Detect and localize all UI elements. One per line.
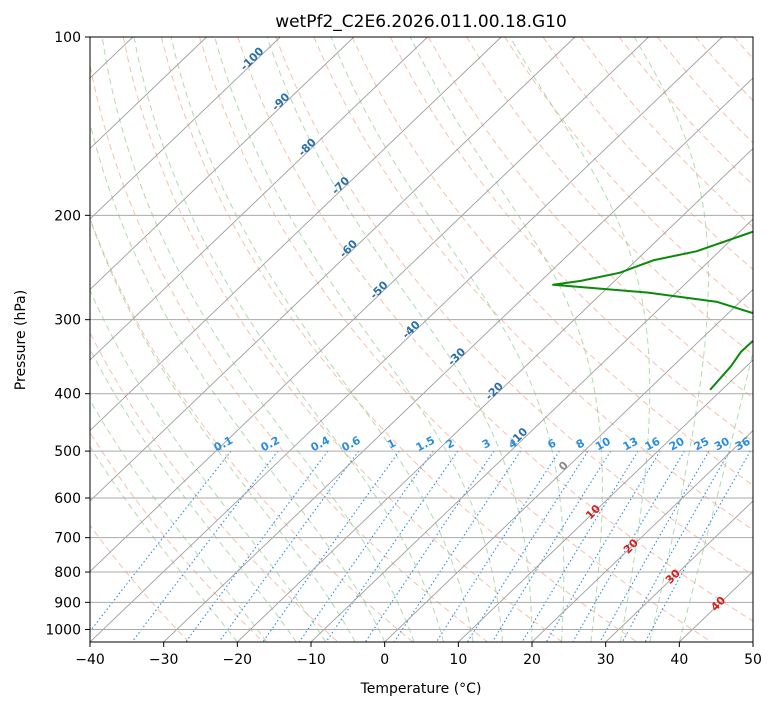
isotherm-line — [605, 500, 753, 642]
moist-adiabat-line — [90, 348, 297, 642]
dry-adiabat-line — [90, 331, 339, 642]
mixing-ratio-label: 13 — [621, 435, 641, 454]
dry-adiabat-line — [199, 37, 712, 642]
moist-adiabat-line — [509, 37, 651, 642]
mixing-ratio-line — [298, 450, 434, 642]
moist-adiabat-line — [101, 37, 415, 642]
x-tick-label: 20 — [523, 652, 541, 668]
moist-adiabat-line — [633, 37, 709, 642]
y-tick-label: 700 — [54, 531, 81, 547]
mixing-ratio-line — [599, 450, 710, 642]
isotherm-line — [90, 37, 649, 573]
isotherm-line — [531, 429, 753, 642]
x-tick-label: −40 — [75, 652, 105, 668]
x-axis: −40 −30 −20 −10 0 10 20 30 40 50 — [75, 642, 762, 668]
y-tick-label: 600 — [54, 491, 81, 507]
y-tick-label: 400 — [54, 387, 81, 403]
x-tick-label: −10 — [296, 652, 326, 668]
plot-frame — [89, 36, 754, 643]
moist-adiabat-line — [214, 37, 503, 642]
isotherm-line — [90, 37, 576, 502]
dry-adiabat-line — [160, 37, 638, 642]
isotherm-line — [90, 37, 502, 432]
moist-adiabat-line — [90, 289, 327, 642]
isotherm-line — [90, 37, 207, 150]
x-tick-label: 30 — [597, 652, 615, 668]
x-tick-label: 10 — [449, 652, 467, 668]
background-reference-lines — [90, 37, 753, 642]
moist-adiabat-line — [678, 349, 753, 642]
mixing-ratio-line — [364, 450, 495, 642]
mixing-ratio-line — [185, 450, 329, 642]
y-tick-label: 100 — [54, 30, 81, 46]
dry-adiabat-line — [275, 37, 753, 576]
y-axis-label: Pressure (hPa) — [13, 290, 29, 390]
isotherm-line — [90, 37, 281, 220]
y-tick-label: 800 — [54, 565, 81, 581]
mixing-ratio-line — [521, 450, 639, 642]
isotherm-line — [458, 359, 753, 642]
mixing-ratio-label: 30 — [712, 435, 732, 454]
isotherm-line — [90, 37, 355, 291]
y-tick-label: 500 — [54, 444, 81, 460]
mixing-ratio-line — [621, 450, 731, 642]
mixing-ratio-label: 20 — [667, 435, 687, 454]
moist-adiabat-line — [266, 37, 533, 642]
moist-adiabat-line — [170, 37, 474, 642]
isotherm-line — [90, 37, 428, 361]
y-tick-label: 1000 — [45, 622, 81, 638]
x-tick-label: 40 — [670, 652, 688, 668]
isotherm-line — [310, 218, 753, 642]
mixing-ratio-line — [325, 450, 459, 642]
moist-adiabat-line — [90, 217, 356, 642]
mixing-ratio-label: 36 — [733, 435, 753, 454]
dry-adiabat-line — [90, 62, 488, 642]
mixing-ratio-line — [90, 450, 232, 633]
mixing-ratio-label: 16 — [643, 435, 663, 454]
dry-adiabat-line — [237, 37, 753, 622]
x-tick-label: −20 — [223, 652, 253, 668]
moist-adiabat-line — [90, 445, 238, 642]
dry-adiabat-line — [122, 37, 563, 642]
chart-title: wetPf2_C2E6.2026.011.00.18.G10 — [275, 12, 567, 32]
dewpoint-line — [552, 230, 753, 391]
moist-adiabat-line — [133, 37, 445, 642]
isotherm-line — [237, 147, 753, 642]
pressure-grid — [90, 37, 753, 630]
dry-adiabat-line — [313, 37, 753, 531]
mixing-ratio-label: 25 — [692, 435, 712, 454]
x-tick-label: 0 — [380, 652, 389, 668]
x-axis-label: Temperature (°C) — [360, 681, 482, 697]
y-axis: 100 200 300 400 500 600 700 800 900 1000 — [45, 30, 90, 638]
mixing-ratio-line — [218, 450, 360, 642]
dry-adiabat-line — [90, 431, 264, 642]
moist-adiabat-line — [409, 37, 603, 642]
moist-adiabat-line — [330, 37, 565, 642]
isotherm-line — [384, 288, 753, 642]
sounding-series — [552, 230, 753, 391]
dry-adiabat-line — [504, 37, 753, 313]
x-tick-label: 50 — [744, 652, 762, 668]
y-tick-label: 200 — [54, 208, 81, 224]
x-tick-label: −30 — [149, 652, 179, 668]
dry-adiabat-line — [389, 37, 753, 442]
moist-adiabat-line — [90, 399, 268, 642]
isotherm-line — [163, 77, 753, 642]
moist-adiabat-line — [90, 121, 386, 642]
mixing-ratio-label: 10 — [593, 435, 613, 454]
y-tick-label: 900 — [54, 595, 81, 611]
dry-adiabat-line — [351, 37, 753, 486]
y-tick-label: 300 — [54, 313, 81, 329]
isotherm-line — [90, 37, 723, 642]
